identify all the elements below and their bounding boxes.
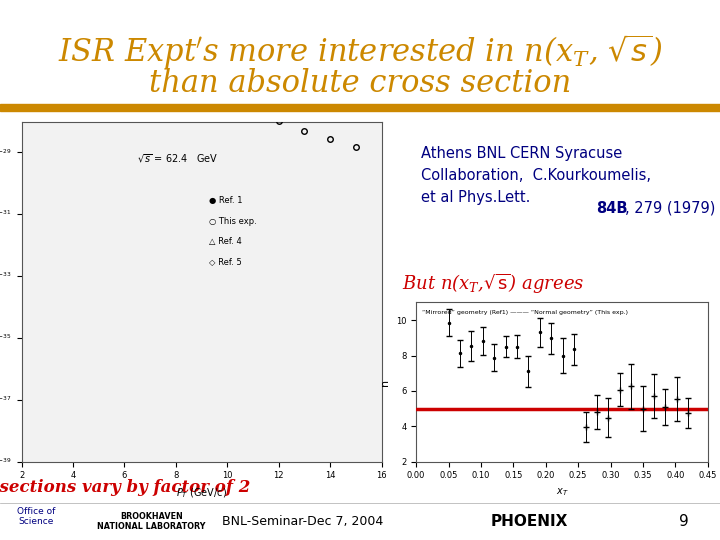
Text: 9: 9 bbox=[679, 514, 689, 529]
Text: ISR Expt$'$s more interested in n(x$_\mathregular{T}$, $\sqrt{s}$): ISR Expt$'$s more interested in n(x$_\ma… bbox=[58, 32, 662, 71]
Text: ○ This exp.: ○ This exp. bbox=[209, 217, 256, 226]
Text: BROOKHAVEN
NATIONAL LABORATORY: BROOKHAVEN NATIONAL LABORATORY bbox=[97, 512, 205, 531]
Text: PHOENIX: PHOENIX bbox=[490, 514, 568, 529]
Text: 84B: 84B bbox=[596, 201, 628, 216]
Text: Office of
Science: Office of Science bbox=[17, 507, 55, 526]
Text: ◇ Ref. 5: ◇ Ref. 5 bbox=[209, 258, 241, 266]
Text: But n(x$_\mathregular{T}$,$\sqrt{\mathrm{s}}$) agrees: But n(x$_\mathregular{T}$,$\sqrt{\mathrm… bbox=[402, 272, 585, 295]
Text: Athens BNL CERN Syracuse
Collaboration,  C.Kourkoumelis,
et al Phys.Lett.: Athens BNL CERN Syracuse Collaboration, … bbox=[421, 146, 651, 205]
Text: “Mirrored” geometry (Ref1) ——— “Normal geometry” (This exp.): “Mirrored” geometry (Ref1) ——— “Normal g… bbox=[422, 309, 628, 315]
X-axis label: $P_T$ (GeV/c): $P_T$ (GeV/c) bbox=[176, 486, 227, 500]
Text: cross sections vary by factor of 2: cross sections vary by factor of 2 bbox=[0, 478, 250, 496]
Text: $\sqrt{s}$ = 62.4   GeV: $\sqrt{s}$ = 62.4 GeV bbox=[137, 152, 218, 165]
Text: △ Ref. 4: △ Ref. 4 bbox=[209, 237, 241, 246]
Bar bbox=[0, 104, 720, 111]
Y-axis label: n: n bbox=[380, 379, 390, 386]
Text: , 279 (1979): , 279 (1979) bbox=[625, 201, 716, 216]
Text: ● Ref. 1: ● Ref. 1 bbox=[209, 196, 243, 205]
Text: than absolute cross section: than absolute cross section bbox=[149, 68, 571, 99]
X-axis label: $x_T$: $x_T$ bbox=[556, 486, 568, 498]
Text: BNL-Seminar-Dec 7, 2004: BNL-Seminar-Dec 7, 2004 bbox=[222, 515, 383, 528]
